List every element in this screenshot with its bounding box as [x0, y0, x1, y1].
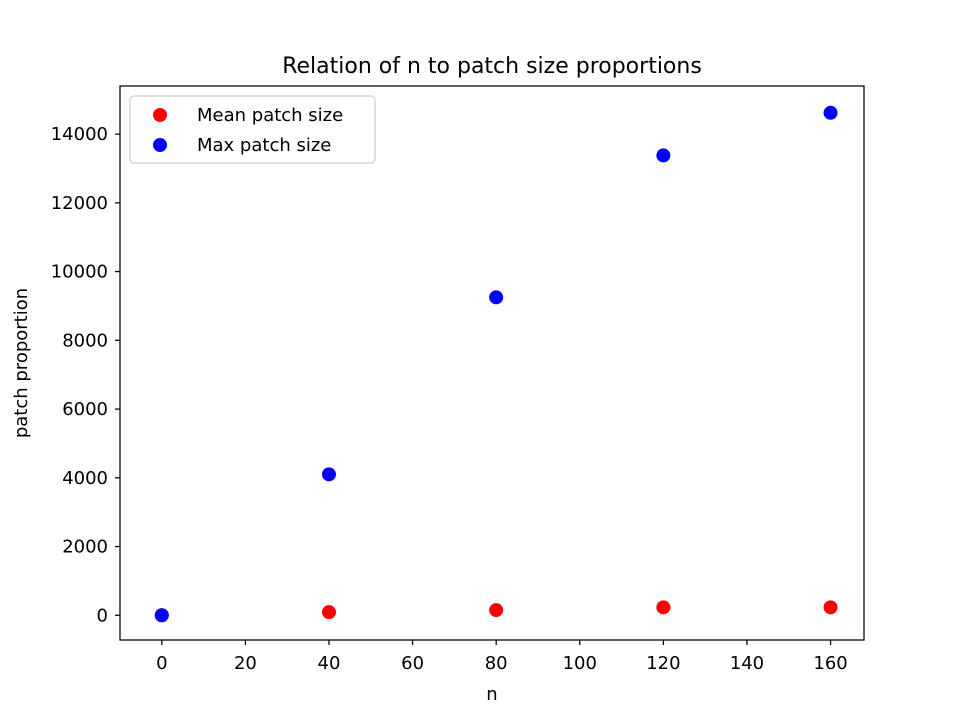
- data-point-mean: [656, 600, 671, 615]
- data-point-max: [823, 105, 838, 120]
- legend-box: [129, 95, 376, 164]
- x-axis-ticks: 0 20 40 60 80 100 120 140 160: [156, 640, 848, 674]
- x-tick-label: 60: [401, 653, 424, 674]
- x-tick-label: 160: [813, 653, 847, 674]
- x-tick-label: 100: [563, 653, 597, 674]
- x-tick-label: 0: [156, 653, 167, 674]
- y-tick-label: 14000: [51, 124, 108, 145]
- y-tick-label: 8000: [62, 330, 108, 351]
- x-axis-label: n: [486, 684, 497, 705]
- plot-frame: [119, 85, 865, 641]
- data-point-max: [321, 467, 336, 482]
- x-tick-label: 120: [646, 653, 680, 674]
- legend-label-max: Max patch size: [197, 135, 331, 156]
- y-tick-label: 12000: [51, 193, 108, 214]
- y-axis-ticks: 0 2000 4000 6000 8000 10000 12000 14000: [51, 124, 120, 626]
- data-point-mean: [823, 600, 838, 615]
- y-tick-label: 0: [97, 605, 108, 626]
- y-tick-label: 10000: [51, 262, 108, 283]
- x-tick-label: 20: [234, 653, 257, 674]
- legend-marker-max: [153, 138, 167, 152]
- data-point-mean: [321, 605, 336, 620]
- y-tick-label: 2000: [62, 537, 108, 558]
- chart-title: Relation of n to patch size proportions: [282, 54, 702, 79]
- data-point-max: [154, 608, 169, 623]
- data-point-max: [489, 290, 504, 305]
- marks-layer: [154, 105, 838, 623]
- legend-label-mean: Mean patch size: [197, 105, 343, 126]
- x-tick-label: 140: [730, 653, 764, 674]
- legend: Mean patch size Max patch size: [129, 95, 376, 164]
- x-tick-label: 40: [318, 653, 341, 674]
- y-tick-label: 6000: [62, 399, 108, 420]
- x-tick-label: 80: [485, 653, 508, 674]
- data-point-mean: [489, 603, 504, 618]
- legend-marker-mean: [153, 108, 167, 122]
- y-axis-label: patch proportion: [11, 288, 32, 438]
- data-point-max: [656, 148, 671, 163]
- y-tick-label: 4000: [62, 468, 108, 489]
